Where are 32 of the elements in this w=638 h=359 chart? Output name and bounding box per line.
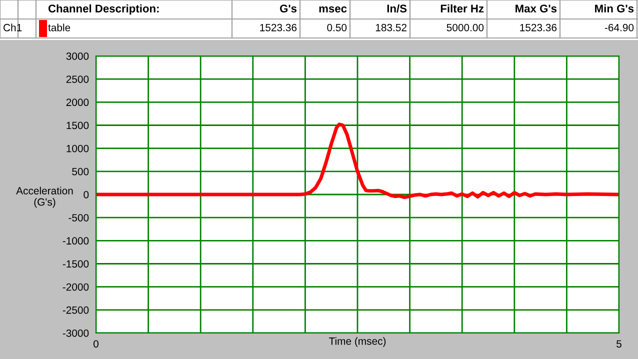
text: Max G's [516,4,557,12]
y-tick-label: -2000 [62,283,89,291]
y-tick-label: 1500 [66,122,89,130]
y-tick-label: -3000 [62,330,89,337]
text: Filter Hz [440,4,484,12]
text: 183.52 [376,24,406,32]
y-tick-label: -1000 [62,237,89,245]
text: table [48,24,70,32]
line-series [96,122,619,200]
text: 5000.00 [446,24,484,32]
y-tick-label: -2500 [62,306,89,314]
text: In/S [387,4,407,13]
y-axis-title: Acceleration (G's) [16,186,73,208]
y-tick-label: -500 [68,214,89,222]
text: Ch1 [4,24,22,32]
y-tick-label: 1000 [66,144,89,152]
text: Min G's [595,4,634,12]
text: 1523.36 [260,24,297,32]
text: 1523.36 [520,24,557,32]
y-tick-label: 500 [72,168,89,176]
y-tick-label: 2000 [66,98,89,106]
y-tick-label: 3000 [66,52,89,60]
y-tick-label: -1500 [62,260,89,268]
text: Channel Description: [48,4,159,15]
x-axis-title: Time (msec) [329,337,386,347]
text: 0.50 [327,24,347,32]
text: G's [280,4,297,12]
x-tick-label: 5 [616,340,622,348]
text: msec [319,6,347,12]
y-tick-label: 0 [84,191,89,198]
y-tick-label: 2500 [66,76,89,83]
text: -64.90 [604,24,634,32]
